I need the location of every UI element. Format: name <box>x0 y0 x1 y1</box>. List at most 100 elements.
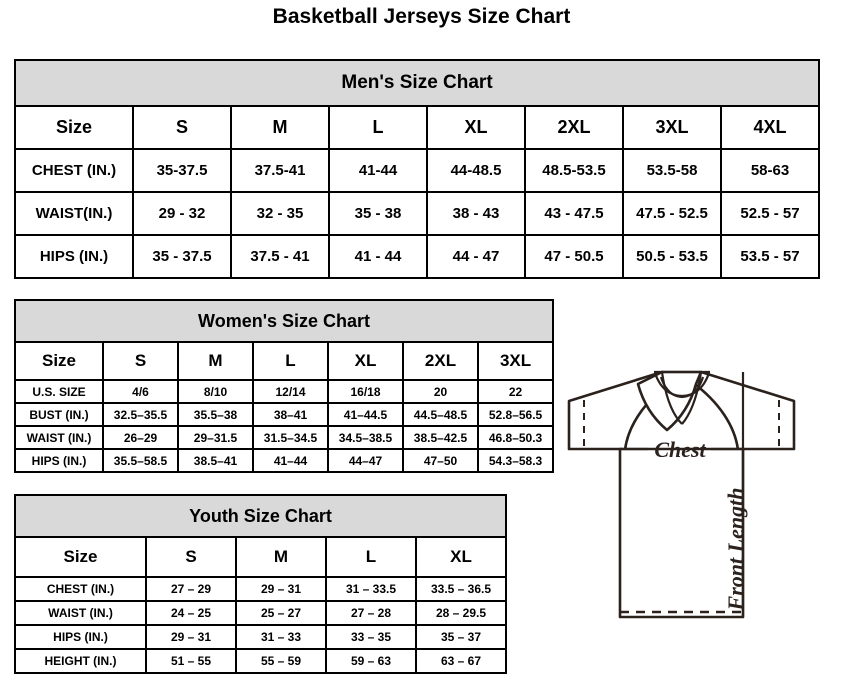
mens-col-3xl: 3XL <box>622 105 722 150</box>
mens-col-l: L <box>328 105 428 150</box>
mens-col-2xl: 2XL <box>524 105 624 150</box>
youth-row-label-chest: CHEST (IN.) <box>14 576 147 602</box>
mens-col-size: Size <box>14 105 134 150</box>
youth-waist-m: 25 – 27 <box>235 600 327 626</box>
womens-us-size-m: 8/10 <box>177 379 254 404</box>
womens-us-size-l: 12/14 <box>252 379 329 404</box>
table-row: HIPS (IN.) 29 – 31 31 – 33 33 – 35 35 – … <box>14 624 507 650</box>
vneck-outer-line <box>660 371 683 425</box>
mens-hips-s: 35 - 37.5 <box>132 234 232 279</box>
womens-hips-m: 38.5–41 <box>177 448 254 473</box>
womens-waist-m: 29–31.5 <box>177 425 254 450</box>
youth-col-s: S <box>145 536 237 578</box>
womens-bust-l: 38–41 <box>252 402 329 427</box>
youth-col-m: M <box>235 536 327 578</box>
womens-col-size: Size <box>14 341 104 381</box>
womens-waist-xl: 34.5–38.5 <box>327 425 404 450</box>
youth-header-row: Size S M L XL <box>14 536 507 578</box>
womens-hips-3xl: 54.3–58.3 <box>476 448 555 473</box>
youth-hips-s: 29 – 31 <box>145 624 237 650</box>
mens-waist-xl: 38 - 43 <box>426 191 526 236</box>
womens-header-row: Size S M L XL 2XL 3XL <box>14 341 555 381</box>
mens-hips-l: 41 - 44 <box>328 234 428 279</box>
womens-bust-3xl: 52.8–56.5 <box>476 402 555 427</box>
mens-band-title: Men's Size Chart <box>13 59 821 107</box>
youth-band-row: Youth Size Chart <box>14 494 507 538</box>
womens-bust-xl: 41–44.5 <box>327 402 404 427</box>
youth-row-label-height: HEIGHT (IN.) <box>14 648 147 674</box>
table-row: CHEST (IN.) 35-37.5 37.5-41 41-44 44-48.… <box>14 148 821 193</box>
youth-col-size: Size <box>14 536 147 578</box>
table-row: CHEST (IN.) 27 – 29 29 – 31 31 – 33.5 33… <box>14 576 507 602</box>
mens-header-row: Size S M L XL 2XL 3XL 4XL <box>14 105 821 150</box>
womens-waist-s: 26–29 <box>102 425 179 450</box>
mens-size-chart-table: Men's Size Chart Size S M L XL 2XL 3XL 4… <box>13 59 821 279</box>
womens-waist-l: 31.5–34.5 <box>252 425 329 450</box>
womens-row-label-hips: HIPS (IN.) <box>14 448 104 473</box>
mens-chest-2xl: 48.5-53.5 <box>524 148 624 193</box>
youth-height-l: 59 – 63 <box>325 648 417 674</box>
womens-col-3xl: 3XL <box>476 341 555 381</box>
youth-height-m: 55 – 59 <box>235 648 327 674</box>
table-row: BUST (IN.) 32.5–35.5 35.5–38 38–41 41–44… <box>14 402 555 427</box>
vneck-outer-line-right <box>681 371 703 425</box>
womens-bust-2xl: 44.5–48.5 <box>402 402 479 427</box>
mens-waist-m: 32 - 35 <box>230 191 330 236</box>
mens-hips-4xl: 53.5 - 57 <box>719 234 821 279</box>
womens-us-size-3xl: 22 <box>476 379 555 404</box>
mens-chest-l: 41-44 <box>328 148 428 193</box>
mens-waist-3xl: 47.5 - 52.5 <box>622 191 722 236</box>
womens-waist-3xl: 46.8–50.3 <box>476 425 555 450</box>
mens-waist-l: 35 - 38 <box>328 191 428 236</box>
table-row: U.S. SIZE 4/6 8/10 12/14 16/18 20 22 <box>14 379 555 404</box>
mens-hips-xl: 44 - 47 <box>426 234 526 279</box>
mens-chest-3xl: 53.5-58 <box>622 148 722 193</box>
mens-hips-3xl: 50.5 - 53.5 <box>622 234 722 279</box>
youth-waist-s: 24 – 25 <box>145 600 237 626</box>
womens-bust-s: 32.5–35.5 <box>102 402 179 427</box>
youth-chest-l: 31 – 33.5 <box>325 576 417 602</box>
youth-chest-s: 27 – 29 <box>145 576 237 602</box>
womens-col-xl: XL <box>327 341 404 381</box>
mens-band-row: Men's Size Chart <box>13 59 821 107</box>
youth-hips-xl: 35 – 37 <box>415 624 507 650</box>
mens-col-m: M <box>230 105 330 150</box>
womens-col-s: S <box>102 341 179 381</box>
mens-col-4xl: 4XL <box>719 105 821 150</box>
mens-col-xl: XL <box>426 105 526 150</box>
youth-height-s: 51 – 55 <box>145 648 237 674</box>
womens-band-title: Women's Size Chart <box>13 299 555 343</box>
womens-row-label-bust: BUST (IN.) <box>14 402 104 427</box>
womens-size-chart-table: Women's Size Chart Size S M L XL 2XL 3XL… <box>13 299 555 473</box>
womens-hips-2xl: 47–50 <box>402 448 479 473</box>
table-row: WAIST (IN.) 24 – 25 25 – 27 27 – 28 28 –… <box>14 600 507 626</box>
youth-chest-xl: 33.5 – 36.5 <box>415 576 507 602</box>
youth-row-label-waist: WAIST (IN.) <box>14 600 147 626</box>
youth-hips-l: 33 – 35 <box>325 624 417 650</box>
table-row: HIPS (IN.) 35 - 37.5 37.5 - 41 41 - 44 4… <box>14 234 821 279</box>
youth-waist-l: 27 – 28 <box>325 600 417 626</box>
mens-hips-2xl: 47 - 50.5 <box>524 234 624 279</box>
womens-waist-2xl: 38.5–42.5 <box>402 425 479 450</box>
mens-chest-m: 37.5-41 <box>230 148 330 193</box>
womens-col-l: L <box>252 341 329 381</box>
mens-chest-4xl: 58-63 <box>719 148 821 193</box>
womens-hips-xl: 44–47 <box>327 448 404 473</box>
womens-band-row: Women's Size Chart <box>13 299 555 343</box>
table-row: HEIGHT (IN.) 51 – 55 55 – 59 59 – 63 63 … <box>14 648 507 674</box>
mens-col-s: S <box>132 105 232 150</box>
youth-row-label-hips: HIPS (IN.) <box>14 624 147 650</box>
youth-chest-m: 29 – 31 <box>235 576 327 602</box>
youth-size-chart-table: Youth Size Chart Size S M L XL CHEST (IN… <box>14 494 507 674</box>
chest-label: Chest <box>654 437 706 462</box>
mens-row-label-chest: CHEST (IN.) <box>14 148 134 193</box>
front-length-label: Front Length <box>723 488 748 612</box>
mens-chest-xl: 44-48.5 <box>426 148 526 193</box>
youth-col-l: L <box>325 536 417 578</box>
youth-band-title: Youth Size Chart <box>14 494 507 538</box>
womens-row-label-waist: WAIST (IN.) <box>14 425 104 450</box>
mens-waist-s: 29 - 32 <box>132 191 232 236</box>
womens-col-2xl: 2XL <box>402 341 479 381</box>
mens-row-label-waist: WAIST(IN.) <box>14 191 134 236</box>
